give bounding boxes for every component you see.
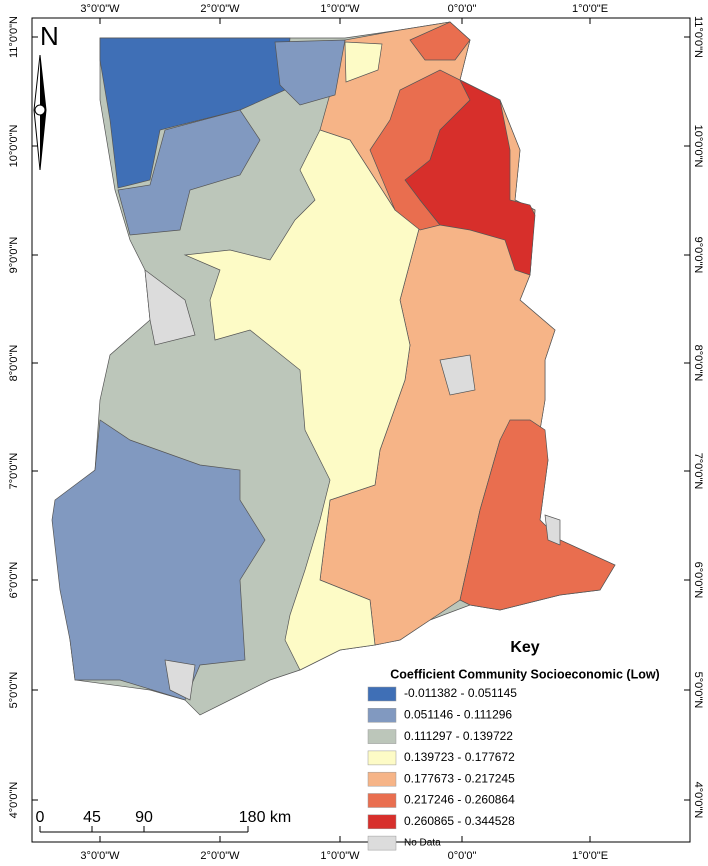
- legend-label: 0.111297 - 0.139722: [404, 729, 513, 743]
- region: [439, 354, 476, 396]
- legend-swatch: [367, 793, 397, 808]
- scale-label: 0: [36, 809, 45, 826]
- latitude-label: 7°0'0"N: [692, 453, 704, 490]
- latitude-label: 10°0'0"N: [692, 125, 704, 168]
- region: [404, 79, 536, 276]
- latitude-label: 6°0'0"N: [692, 562, 704, 599]
- longitude-label: 3°0'0"W: [80, 850, 120, 862]
- longitude-label: 3°0'0"W: [80, 3, 120, 15]
- latitude-label: 11°0'0"N: [8, 16, 20, 58]
- latitude-label: 5°0'0"N: [8, 672, 20, 709]
- legend-label: 0.051146 - 0.111296: [404, 707, 512, 721]
- legend-swatch: [367, 686, 397, 702]
- region: [274, 39, 346, 106]
- latitude-label: 4°0'0"N: [8, 782, 20, 819]
- legend-swatch: [367, 814, 397, 830]
- graticule: 3°0'0"W 2°0'0"W 1°0'0"W 0°0'0" 1°0'0"E 3°0'0"…: [8, 3, 704, 862]
- legend-label: No Data: [404, 838, 441, 849]
- latitude-label: 9°0'0"N: [692, 237, 704, 274]
- region: [164, 659, 196, 701]
- longitude-label: 1°0'0"W: [320, 850, 360, 862]
- legend-swatch: [367, 750, 397, 766]
- longitude-label: 1°0'0"E: [572, 3, 608, 15]
- latitude-label: 8°0'0"N: [8, 345, 20, 382]
- legend-label: 0.177673 - 0.217245: [404, 771, 515, 785]
- latitude-label: 11°0'0"N: [692, 16, 704, 58]
- latitude-label: 8°0'0"N: [692, 345, 704, 382]
- region: [117, 109, 261, 236]
- latitude-label: 6°0'0"N: [8, 562, 20, 599]
- legend: Key Coefficient Community Socioeconomic …: [367, 639, 660, 851]
- latitude-label: 5°0'0"N: [692, 672, 704, 709]
- legend-subtitle: Coefficient Community Socioeconomic (Low…: [390, 667, 659, 681]
- region: [459, 419, 616, 611]
- region: [51, 419, 266, 701]
- legend-label: 0.139723 - 0.177672: [404, 750, 515, 764]
- region: [409, 21, 471, 61]
- legend-label: 0.260865 - 0.344528: [404, 814, 515, 828]
- scale-bar: 0 45 90 180 km: [36, 809, 291, 833]
- latitude-label: 4°0'0"N: [692, 782, 704, 819]
- legend-swatch: [367, 729, 397, 744]
- country: [51, 21, 616, 716]
- legend-swatch: [367, 771, 397, 787]
- scale-label: 45: [83, 809, 101, 826]
- latitude-label: 7°0'0"N: [8, 453, 20, 490]
- scale-label: 90: [135, 809, 153, 826]
- north-arrow-hub: [34, 104, 46, 116]
- legend-swatch: [367, 708, 397, 723]
- legend-label: 0.217246 - 0.260864: [404, 793, 515, 807]
- region: [544, 514, 561, 546]
- scale-label: 180 km: [239, 809, 291, 826]
- region: [183, 129, 421, 671]
- longitude-label: 0°0'0": [448, 850, 477, 862]
- legend-label: -0.011382 - 0.051145: [404, 686, 517, 700]
- north-label: N: [40, 21, 59, 51]
- latitude-label: 10°0'0"N: [8, 125, 20, 168]
- legend-swatch: [367, 835, 397, 851]
- longitude-label: 1°0'0"W: [320, 3, 360, 15]
- legend-title: Key: [510, 639, 539, 656]
- longitude-label: 2°0'0"W: [200, 3, 240, 15]
- region: [344, 41, 383, 83]
- longitude-label: 0°0'0": [448, 3, 477, 15]
- region: [144, 269, 196, 346]
- longitude-label: 2°0'0"W: [200, 850, 240, 862]
- longitude-label: 1°0'0"E: [572, 850, 608, 862]
- latitude-label: 9°0'0"N: [8, 237, 20, 274]
